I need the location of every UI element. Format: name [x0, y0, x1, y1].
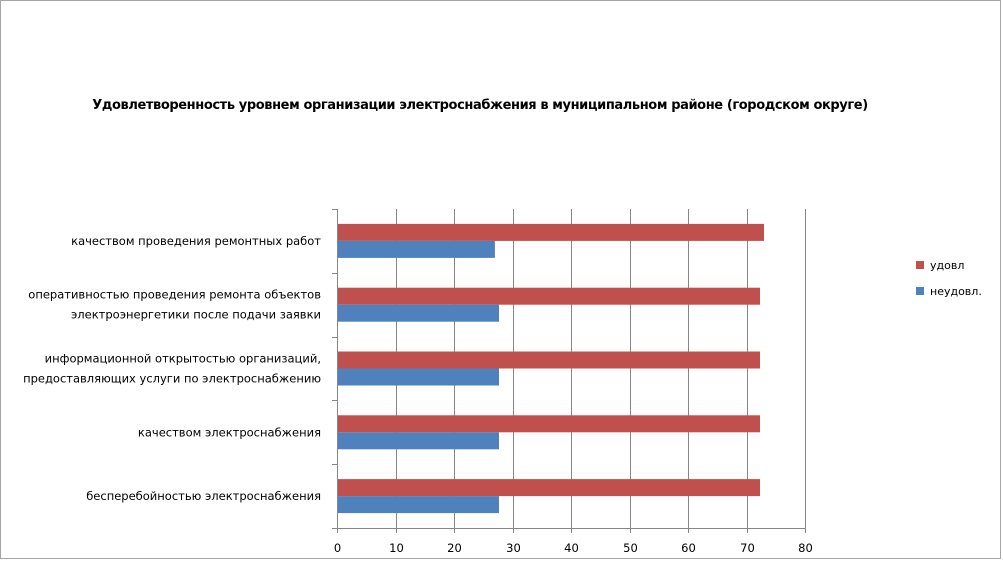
x-tick-label: 10: [389, 541, 404, 555]
category-label: качеством электроснабжения: [138, 425, 321, 439]
legend-label: удовл: [930, 259, 964, 272]
legend-label: неудовл.: [930, 285, 982, 298]
x-tick-label: 70: [740, 541, 755, 555]
bar-unsatisfied: [338, 304, 499, 322]
bar-unsatisfied: [338, 240, 495, 258]
x-tick-label: 20: [447, 541, 462, 555]
x-tick-label: 80: [798, 541, 813, 555]
x-tick-label: 30: [506, 541, 521, 555]
category-label: бесперебойностью электроснабжения: [86, 489, 321, 503]
bar-satisfied: [338, 351, 760, 369]
x-tick-label: 50: [623, 541, 638, 555]
legend-swatch: [916, 261, 924, 269]
bar-satisfied: [338, 415, 760, 433]
category-label: информационной открытостью организаций,: [45, 352, 321, 366]
bar-unsatisfied: [338, 496, 499, 514]
x-tick-label: 0: [334, 541, 341, 555]
bar-unsatisfied: [338, 368, 499, 386]
legend-swatch: [916, 287, 924, 295]
category-label: предоставляющих услуги по электроснабжен…: [23, 372, 321, 386]
category-label: оперативностью проведения ремонта объект…: [28, 288, 321, 302]
chart-title: Удовлетворенность уровнем организации эл…: [92, 98, 868, 113]
bar-satisfied: [338, 287, 760, 305]
x-tick-label: 60: [681, 541, 696, 555]
bar-satisfied: [338, 479, 760, 497]
bar-unsatisfied: [338, 432, 499, 450]
bar-satisfied: [338, 223, 764, 241]
category-label: электроэнергетики после подачи заявки: [71, 308, 321, 322]
x-tick-label: 40: [564, 541, 579, 555]
category-label: качеством проведения ремонтных работ: [71, 234, 321, 248]
